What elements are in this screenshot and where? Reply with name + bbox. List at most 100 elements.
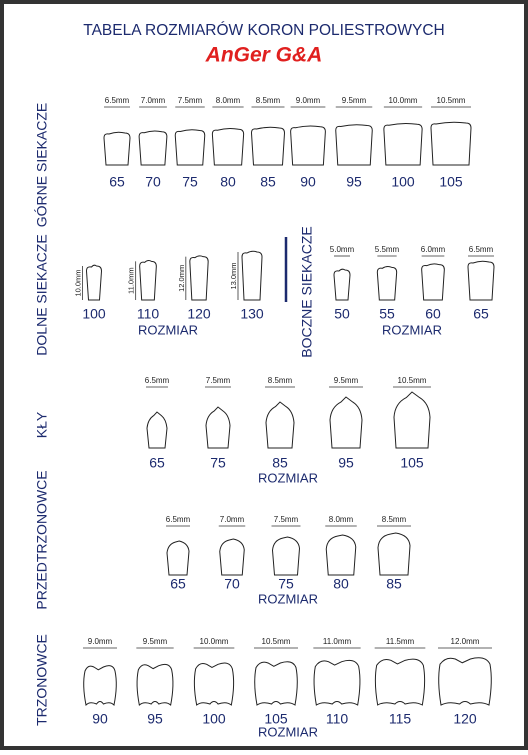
tooth-crown xyxy=(85,264,103,301)
size-number: 65 xyxy=(149,455,165,471)
tooth-crown xyxy=(138,130,168,166)
tooth-crown xyxy=(211,127,245,166)
tooth-crown xyxy=(189,255,209,301)
tooth-crown xyxy=(383,122,423,166)
size-number: 90 xyxy=(92,711,108,727)
size-number: 75 xyxy=(278,576,294,592)
measure-label: 12.0mm xyxy=(451,637,480,646)
tooth-crown xyxy=(393,391,431,449)
measure-label: 11.0mm xyxy=(323,637,352,646)
measure-label: 10.5mm xyxy=(437,96,466,105)
title: TABELA ROZMIARÓW KORON POLIESTROWYCH xyxy=(83,22,444,39)
size-number: 100 xyxy=(391,174,415,190)
measure-label: 10.0mm xyxy=(389,96,418,105)
measure-label: 7.5mm xyxy=(178,96,203,105)
tooth-crown xyxy=(83,665,117,707)
measure-label: 9.5mm xyxy=(143,637,168,646)
size-number: 75 xyxy=(210,455,226,471)
measure-label: 10.0mm xyxy=(200,637,229,646)
size-number: 95 xyxy=(346,174,362,190)
tooth-crown xyxy=(166,540,190,576)
size-number: 120 xyxy=(187,306,211,322)
tooth-crown xyxy=(335,124,373,166)
measure-label: 8.0mm xyxy=(329,515,354,524)
measure-label: 6.5mm xyxy=(166,515,191,524)
tooth-crown xyxy=(241,250,263,301)
size-number: 100 xyxy=(202,711,226,727)
size-number: 70 xyxy=(145,174,161,190)
tooth-crown xyxy=(376,266,398,301)
size-number: 65 xyxy=(109,174,125,190)
size-number: 95 xyxy=(338,455,354,471)
tooth-crown xyxy=(333,268,351,301)
tooth-crown xyxy=(325,534,357,576)
tooth-crown xyxy=(103,131,131,166)
measure-label: 9.0mm xyxy=(88,637,113,646)
size-number: 65 xyxy=(170,576,186,592)
measure-label: 13.0mm xyxy=(229,262,238,289)
tooth-crown xyxy=(271,536,301,576)
section-label: KŁY xyxy=(34,411,50,438)
measure-label: 6.5mm xyxy=(145,376,170,385)
tooth-crown xyxy=(254,661,298,706)
tooth-crown xyxy=(290,125,326,166)
tooth-crown xyxy=(139,260,157,301)
measure-label: 10.0mm xyxy=(73,269,82,296)
section-label: GÓRNE SIEKACZE xyxy=(34,103,50,227)
measure-label: 6.5mm xyxy=(469,245,494,254)
section-label: PRZEDTRZONOWCE xyxy=(34,470,50,609)
size-number: 65 xyxy=(473,306,489,322)
tooth-crown xyxy=(313,659,361,706)
measure-label: 11.0mm xyxy=(127,267,136,294)
tooth-crown xyxy=(174,129,206,166)
size-number: 100 xyxy=(82,306,106,322)
tooth-crown xyxy=(467,260,495,301)
tooth-crown xyxy=(193,662,235,706)
tooth-crown xyxy=(136,663,174,706)
size-number: 105 xyxy=(439,174,463,190)
rozmiar-label: ROZMIAR xyxy=(138,322,198,337)
tooth-crown xyxy=(219,538,245,576)
measure-label: 7.5mm xyxy=(206,376,231,385)
size-number: 115 xyxy=(389,711,412,727)
size-number: 105 xyxy=(264,711,288,727)
size-number: 110 xyxy=(137,306,160,322)
size-number: 80 xyxy=(220,174,236,190)
size-number: 130 xyxy=(240,306,264,322)
section-label: BOCZNE SIEKACZE xyxy=(299,226,315,357)
measure-label: 7.5mm xyxy=(274,515,299,524)
tooth-crown xyxy=(329,396,363,449)
size-number: 75 xyxy=(182,174,198,190)
measure-label: 10.5mm xyxy=(398,376,427,385)
measure-label: 12.0mm xyxy=(177,265,186,292)
rozmiar-label: ROZMIAR xyxy=(258,470,318,485)
size-number: 55 xyxy=(379,306,395,322)
measure-label: 5.0mm xyxy=(330,245,355,254)
measure-label: 9.5mm xyxy=(342,96,367,105)
measure-label: 9.0mm xyxy=(296,96,321,105)
brand: AnGer G&A xyxy=(205,44,323,67)
tooth-crown xyxy=(265,401,295,449)
measure-label: 7.0mm xyxy=(141,96,166,105)
section-label: TRZONOWCE xyxy=(34,634,50,726)
measure-label: 10.5mm xyxy=(262,637,291,646)
tooth-crown xyxy=(250,126,286,166)
size-number: 60 xyxy=(425,306,441,322)
size-number: 90 xyxy=(300,174,316,190)
tooth-crown xyxy=(146,411,168,449)
size-number: 120 xyxy=(453,711,477,727)
size-number: 85 xyxy=(386,576,402,592)
rozmiar-label: ROZMIAR xyxy=(258,591,318,606)
tooth-crown xyxy=(421,263,445,301)
measure-label: 11.5mm xyxy=(386,637,415,646)
measure-label: 8.5mm xyxy=(256,96,281,105)
size-number: 85 xyxy=(260,174,276,190)
size-number: 80 xyxy=(333,576,349,592)
tooth-crown xyxy=(205,406,231,449)
tooth-crown xyxy=(377,532,411,576)
tooth-crown xyxy=(374,658,426,706)
measure-label: 8.5mm xyxy=(382,515,407,524)
section-label: DOLNE SIEKACZE xyxy=(34,234,50,355)
measure-label: 8.5mm xyxy=(268,376,293,385)
